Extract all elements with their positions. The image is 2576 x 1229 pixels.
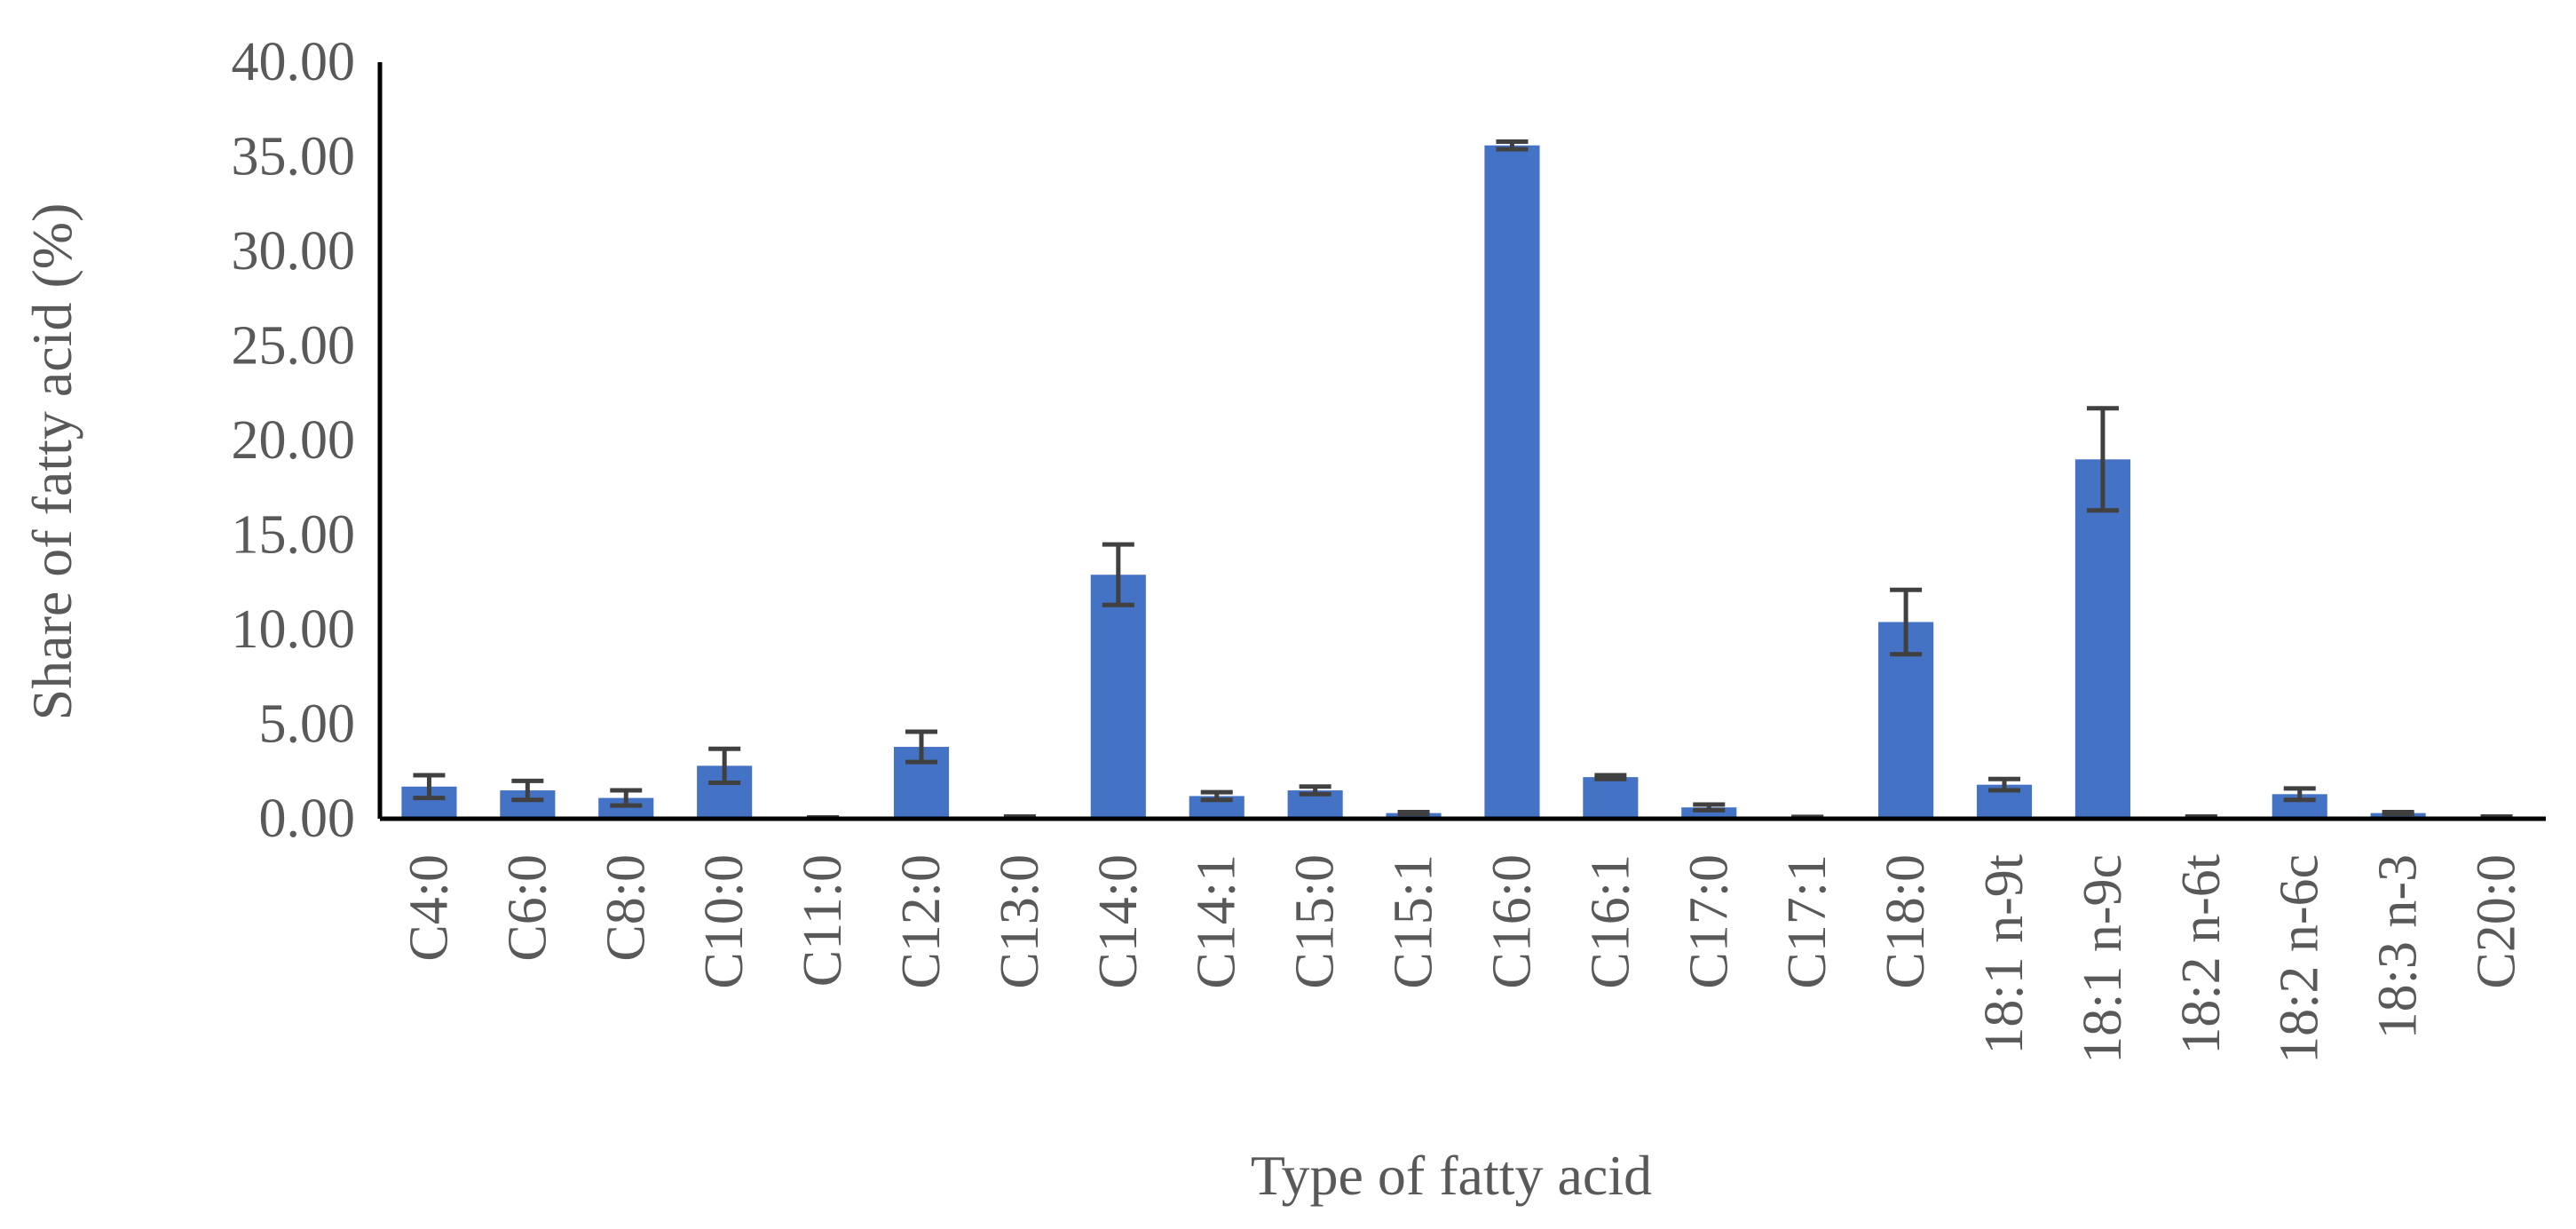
bar-c16-1 bbox=[1583, 777, 1639, 819]
error-bar bbox=[2382, 810, 2414, 817]
y-tick-label: 20.00 bbox=[232, 410, 356, 471]
x-tick-label: 18:2 n-6c bbox=[2270, 854, 2330, 1064]
x-tick-label: C6:0 bbox=[497, 854, 557, 962]
x-tick-label: C10:0 bbox=[694, 854, 755, 989]
error-bar bbox=[413, 773, 446, 801]
error-bar bbox=[1890, 587, 1923, 657]
error-bar bbox=[1397, 810, 1430, 817]
error-bar bbox=[1594, 773, 1627, 781]
error-bar bbox=[905, 729, 937, 765]
x-tick-label: C11:0 bbox=[793, 854, 853, 987]
x-tick-label: C17:0 bbox=[1679, 854, 1739, 989]
x-axis-tick-labels: C4:0 C6:0 C8:0 C10:0 C11:0 C12:0 C13:0 C14:0 C14… bbox=[399, 854, 2526, 1064]
error-bar bbox=[2086, 406, 2119, 513]
y-tick-label: 15.00 bbox=[232, 505, 356, 566]
x-tick-label: C14:1 bbox=[1187, 854, 1247, 989]
error-bar bbox=[1299, 784, 1331, 797]
x-tick-label: C4:0 bbox=[399, 854, 459, 962]
y-tick-label: 35.00 bbox=[232, 127, 356, 187]
error-bar bbox=[2283, 786, 2316, 803]
x-tick-label: C12:0 bbox=[891, 854, 952, 989]
error-bar bbox=[708, 746, 741, 786]
y-tick-label: 40.00 bbox=[232, 32, 356, 92]
y-axis-tick-labels: 0.00 5.00 10.00 15.00 20.00 25.00 30.00 35.00 40… bbox=[232, 32, 356, 849]
x-tick-label: C20:0 bbox=[2467, 854, 2527, 989]
y-axis-title: Share of fatty acid (%) bbox=[20, 203, 83, 721]
x-tick-label: C15:0 bbox=[1285, 854, 1346, 989]
x-tick-label: C14:0 bbox=[1088, 854, 1149, 989]
error-bar bbox=[1693, 802, 1726, 813]
error-bar bbox=[1102, 542, 1134, 607]
error-bar bbox=[1988, 776, 2020, 793]
y-tick-label: 5.00 bbox=[259, 694, 356, 755]
x-tick-label: C18:0 bbox=[1876, 854, 1936, 989]
x-tick-label: C16:1 bbox=[1580, 854, 1640, 989]
y-tick-label: 25.00 bbox=[232, 316, 356, 377]
x-tick-label: C8:0 bbox=[596, 854, 656, 962]
error-bar bbox=[1496, 139, 1529, 152]
error-bars bbox=[413, 139, 2513, 821]
error-bar bbox=[610, 788, 643, 808]
x-tick-label: 18:2 n-6t bbox=[2171, 854, 2232, 1055]
x-tick-label: 18:1 n-9t bbox=[1974, 854, 2035, 1055]
bar-18-1-n-9c bbox=[2074, 459, 2130, 819]
bar-c14-0 bbox=[1090, 575, 1146, 819]
y-tick-label: 0.00 bbox=[259, 789, 356, 849]
bars bbox=[401, 145, 2525, 820]
bar-c8-0 bbox=[598, 797, 654, 819]
y-tick-label: 10.00 bbox=[232, 599, 356, 660]
x-tick-label: C17:1 bbox=[1777, 854, 1837, 989]
x-tick-label: C16:0 bbox=[1482, 854, 1542, 989]
error-bar bbox=[1200, 789, 1233, 803]
x-tick-label: C13:0 bbox=[990, 854, 1050, 989]
error-bar bbox=[511, 778, 544, 803]
y-tick-label: 30.00 bbox=[232, 221, 356, 281]
x-tick-label: C15:1 bbox=[1384, 854, 1444, 989]
bar-c16-0 bbox=[1484, 145, 1540, 820]
x-tick-label: 18:3 n-3 bbox=[2368, 854, 2429, 1039]
x-axis-title: Type of fatty acid bbox=[1251, 1144, 1652, 1207]
x-tick-label: 18:1 n-9c bbox=[2073, 854, 2133, 1064]
